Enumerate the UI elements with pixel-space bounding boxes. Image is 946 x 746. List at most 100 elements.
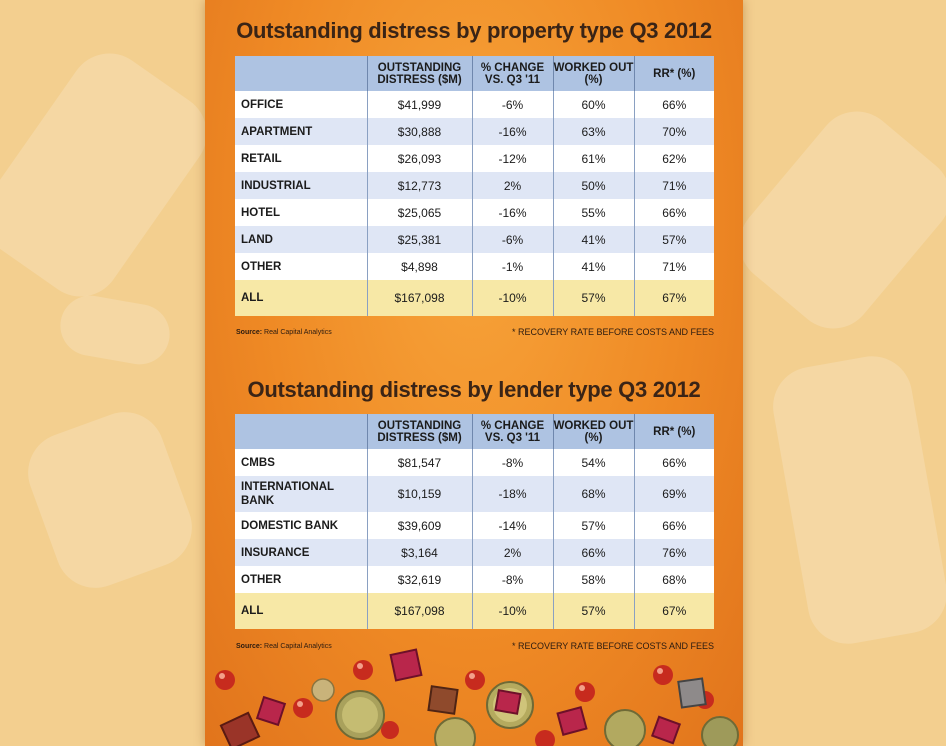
cell-recovery-rate: 57% bbox=[633, 226, 714, 253]
header-blank bbox=[235, 56, 367, 91]
gold-coin-icon bbox=[311, 678, 739, 746]
table-row: OTHER $32,619 -8% 58% 68% bbox=[235, 566, 714, 593]
cell-worked-out: 55% bbox=[552, 199, 634, 226]
row-label: DOMESTIC BANK bbox=[235, 512, 367, 539]
total-row: ALL $167,098 -10% 57% 67% bbox=[235, 280, 714, 316]
row-label: INTERNATIONAL BANK bbox=[235, 476, 367, 512]
cell-change: -6% bbox=[471, 226, 553, 253]
table-row: DOMESTIC BANK $39,609 -14% 57% 66% bbox=[235, 512, 714, 539]
source-text: Real Capital Analytics bbox=[264, 643, 332, 650]
red-bead-icon bbox=[215, 660, 714, 746]
cell-recovery-rate: 68% bbox=[633, 566, 714, 593]
total-label: ALL bbox=[235, 593, 367, 629]
cell-change: -8% bbox=[471, 449, 553, 476]
cell-worked-out: 66% bbox=[552, 539, 634, 566]
cell-recovery-rate: 76% bbox=[633, 539, 714, 566]
property-table-title: Outstanding distress by property type Q3… bbox=[236, 18, 712, 43]
cell-recovery-rate: 71% bbox=[633, 253, 714, 280]
total-distress: $167,098 bbox=[366, 280, 472, 316]
header-blank bbox=[235, 414, 367, 449]
table-row: RETAIL $26,093 -12% 61% 62% bbox=[235, 145, 714, 172]
lender-footnote: * RECOVERY RATE BEFORE COSTS AND FEES bbox=[511, 641, 714, 651]
row-label: OTHER bbox=[235, 566, 367, 593]
cell-recovery-rate: 62% bbox=[633, 145, 714, 172]
cell-distress: $26,093 bbox=[366, 145, 472, 172]
cell-distress: $12,773 bbox=[366, 172, 472, 199]
cell-change: -16% bbox=[471, 199, 553, 226]
total-distress: $167,098 bbox=[366, 593, 472, 629]
total-worked-out: 57% bbox=[552, 280, 634, 316]
cell-change: -12% bbox=[471, 145, 553, 172]
background-shape bbox=[0, 37, 223, 313]
lender-type-table: OUTSTANDING DISTRESS ($M) % CHANGE VS. Q… bbox=[235, 414, 714, 629]
house-token-icon bbox=[219, 648, 707, 746]
cell-worked-out: 54% bbox=[552, 449, 634, 476]
row-label: OFFICE bbox=[235, 91, 367, 118]
header-change: % CHANGE VS. Q3 '11 bbox=[471, 414, 553, 449]
cell-worked-out: 41% bbox=[552, 226, 634, 253]
background-shape bbox=[55, 290, 175, 370]
row-label: OTHER bbox=[235, 253, 367, 280]
table-row: INSURANCE $3,164 2% 66% 76% bbox=[235, 539, 714, 566]
cell-distress: $41,999 bbox=[366, 91, 472, 118]
cell-change: -8% bbox=[471, 566, 553, 593]
cell-worked-out: 63% bbox=[552, 118, 634, 145]
property-footnote: * RECOVERY RATE BEFORE COSTS AND FEES bbox=[511, 327, 714, 337]
property-type-table: OUTSTANDING DISTRESS ($M) % CHANGE VS. Q… bbox=[235, 56, 714, 316]
table-row: HOTEL $25,065 -16% 55% 66% bbox=[235, 199, 714, 226]
row-label: CMBS bbox=[235, 449, 367, 476]
row-label: HOTEL bbox=[235, 199, 367, 226]
cell-change: -16% bbox=[471, 118, 553, 145]
header-recovery-rate: RR* (%) bbox=[633, 56, 714, 91]
cell-change: 2% bbox=[471, 539, 553, 566]
cell-worked-out: 58% bbox=[552, 566, 634, 593]
cell-change: 2% bbox=[471, 172, 553, 199]
cell-distress: $3,164 bbox=[366, 539, 472, 566]
row-label: INSURANCE bbox=[235, 539, 367, 566]
table-row: LAND $25,381 -6% 41% 57% bbox=[235, 226, 714, 253]
property-source-note: Source: Real Capital Analytics bbox=[236, 329, 332, 336]
total-change: -10% bbox=[471, 280, 553, 316]
cell-change: -14% bbox=[471, 512, 553, 539]
cell-distress: $25,065 bbox=[366, 199, 472, 226]
cell-distress: $10,159 bbox=[366, 476, 472, 512]
total-recovery-rate: 67% bbox=[633, 593, 714, 629]
table-row: INTERNATIONAL BANK $10,159 -18% 68% 69% bbox=[235, 476, 714, 512]
cell-distress: $30,888 bbox=[366, 118, 472, 145]
total-worked-out: 57% bbox=[552, 593, 634, 629]
header-distress: OUTSTANDING DISTRESS ($M) bbox=[366, 56, 472, 91]
cell-recovery-rate: 71% bbox=[633, 172, 714, 199]
cell-recovery-rate: 66% bbox=[633, 512, 714, 539]
row-label: LAND bbox=[235, 226, 367, 253]
source-text: Real Capital Analytics bbox=[264, 329, 332, 336]
coins-illustration bbox=[215, 648, 739, 746]
cell-distress: $81,547 bbox=[366, 449, 472, 476]
cell-worked-out: 68% bbox=[552, 476, 634, 512]
header-distress: OUTSTANDING DISTRESS ($M) bbox=[366, 414, 472, 449]
total-recovery-rate: 67% bbox=[633, 280, 714, 316]
source-label: Source: bbox=[236, 329, 263, 336]
cell-recovery-rate: 66% bbox=[633, 199, 714, 226]
cell-distress: $32,619 bbox=[366, 566, 472, 593]
row-label: APARTMENT bbox=[235, 118, 367, 145]
infographic-panel: Outstanding distress by property type Q3… bbox=[205, 0, 743, 746]
cell-change: -1% bbox=[471, 253, 553, 280]
table-row: OFFICE $41,999 -6% 60% 66% bbox=[235, 91, 714, 118]
header-change: % CHANGE VS. Q3 '11 bbox=[471, 56, 553, 91]
cell-distress: $39,609 bbox=[366, 512, 472, 539]
header-worked-out: WORKED OUT (%) bbox=[552, 56, 634, 91]
row-label: INDUSTRIAL bbox=[235, 172, 367, 199]
cell-recovery-rate: 69% bbox=[633, 476, 714, 512]
lender-source-note: Source: Real Capital Analytics bbox=[236, 643, 332, 650]
cell-recovery-rate: 66% bbox=[633, 91, 714, 118]
cell-worked-out: 50% bbox=[552, 172, 634, 199]
background-shape bbox=[16, 400, 204, 600]
cell-worked-out: 60% bbox=[552, 91, 634, 118]
table-header-row: OUTSTANDING DISTRESS ($M) % CHANGE VS. Q… bbox=[235, 56, 714, 91]
cell-distress: $4,898 bbox=[366, 253, 472, 280]
table-row: CMBS $81,547 -8% 54% 66% bbox=[235, 449, 714, 476]
total-label: ALL bbox=[235, 280, 367, 316]
header-worked-out: WORKED OUT (%) bbox=[552, 414, 634, 449]
cell-distress: $25,381 bbox=[366, 226, 472, 253]
table-header-row: OUTSTANDING DISTRESS ($M) % CHANGE VS. Q… bbox=[235, 414, 714, 449]
